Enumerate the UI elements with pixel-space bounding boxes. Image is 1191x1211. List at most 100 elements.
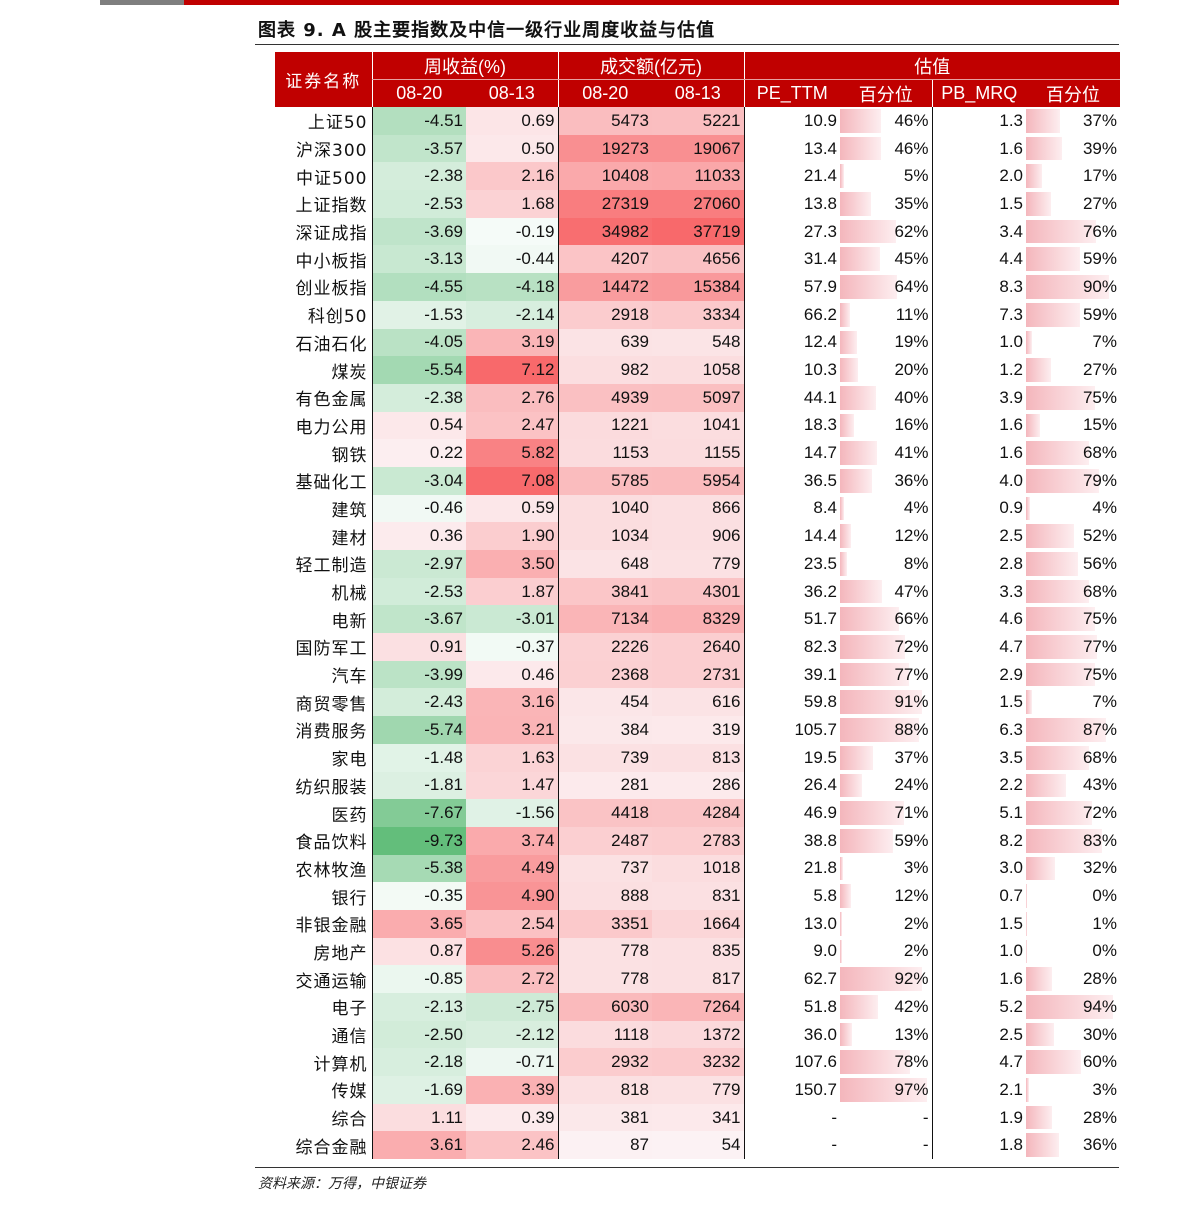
pe-ttm-value: 23.5 <box>743 550 840 578</box>
percentile-bar <box>840 773 862 798</box>
percentile-bar <box>1026 524 1074 548</box>
percentile-bar <box>840 468 873 493</box>
header-return-0820: 08-20 <box>371 79 466 107</box>
percentile-value: 36% <box>1082 1135 1117 1155</box>
percentile-bar <box>840 330 858 355</box>
percentile-bar <box>1026 164 1042 189</box>
pb-percentile: 28% <box>1026 965 1120 993</box>
pb-percentile: 87% <box>1026 716 1120 744</box>
row-name: 上证50 <box>307 113 368 134</box>
pb-percentile: 7% <box>1026 329 1120 357</box>
percentile-value: 15% <box>1082 415 1117 435</box>
header-name: 证券名称 <box>275 52 372 107</box>
table-row: 电力公用 0.54 2.47 1221 1041 18.3 16% 1.6 15% <box>275 411 1120 440</box>
pe-ttm-value: 46.9 <box>743 799 840 827</box>
return-0820: -0.85 <box>371 965 466 993</box>
row-name: 上证指数 <box>295 196 368 217</box>
percentile-value: 46% <box>894 110 929 130</box>
row-name: 食品饮料 <box>295 833 368 854</box>
percentile-value: 75% <box>1082 387 1117 407</box>
pb-percentile: 56% <box>1026 550 1120 578</box>
pe-ttm-value: 9.0 <box>743 937 840 966</box>
turnover-0820: 4207 <box>557 245 652 274</box>
pb-percentile: 68% <box>1026 439 1120 467</box>
percentile-value: 59% <box>1082 304 1117 324</box>
percentile-bar <box>840 358 858 382</box>
pb-mrq-value: 1.6 <box>931 439 1026 467</box>
turnover-0813: 8329 <box>652 605 744 634</box>
pe-ttm-value: 26.4 <box>743 771 840 800</box>
turnover-0820: 2487 <box>557 826 652 855</box>
header-weekly-return: 周收益(%) <box>371 52 558 80</box>
percentile-value: 75% <box>1082 664 1117 684</box>
percentile-value: 0% <box>1092 941 1117 961</box>
return-0813: -0.37 <box>466 633 558 661</box>
percentile-value: 13% <box>894 1024 929 1044</box>
table-row: 上证指数 -2.53 1.68 27319 27060 13.8 35% 1.5 27% <box>275 190 1120 218</box>
table-row: 石油石化 -4.05 3.19 639 548 12.4 19% 1.0 7% <box>275 328 1120 357</box>
percentile-value: 52% <box>1082 526 1117 546</box>
row-name: 综合 <box>331 1110 368 1131</box>
percentile-value: 43% <box>1082 775 1117 795</box>
pb-mrq-value: 1.0 <box>931 937 1026 966</box>
pb-percentile: 75% <box>1026 384 1120 412</box>
percentile-bar <box>840 607 900 632</box>
return-0813: -2.14 <box>466 300 558 329</box>
percentile-bar <box>1026 884 1027 908</box>
pb-percentile: 75% <box>1026 605 1120 633</box>
percentile-bar <box>840 1078 927 1102</box>
source-note: 资料来源：万得，中银证券 <box>258 1176 426 1192</box>
percentile-bar <box>1026 496 1030 521</box>
percentile-bar <box>1026 552 1078 576</box>
pe-ttm-value: 105.7 <box>743 716 840 744</box>
return-0820: 3.61 <box>371 1131 466 1160</box>
table-row: 房地产 0.87 5.26 778 835 9.0 2% 1.0 0% <box>275 937 1120 966</box>
percentile-value: 1% <box>1092 913 1117 933</box>
pe-ttm-value: 39.1 <box>743 660 840 689</box>
header-bar-red <box>184 0 1119 5</box>
pb-mrq-value: 8.3 <box>931 273 1026 301</box>
return-0813: 3.19 <box>466 328 558 357</box>
pe-percentile: 47% <box>840 578 932 606</box>
pe-ttm-value: 62.7 <box>743 965 840 993</box>
turnover-0820: 2932 <box>557 1048 652 1077</box>
return-0820: -1.48 <box>371 743 466 772</box>
turnover-0813: 1041 <box>652 411 744 440</box>
row-name: 纺织服装 <box>295 777 368 798</box>
row-name: 计算机 <box>313 1054 368 1075</box>
table-row: 国防军工 0.91 -0.37 2226 2640 82.3 72% 4.7 77% <box>275 633 1120 661</box>
pb-percentile: 30% <box>1026 1021 1120 1049</box>
return-0820: -3.04 <box>371 466 466 495</box>
percentile-bar <box>840 718 919 742</box>
row-name: 综合金融 <box>295 1137 368 1158</box>
pb-percentile: 75% <box>1026 661 1120 689</box>
pe-percentile: 91% <box>840 688 932 716</box>
percentile-value: 91% <box>894 692 929 712</box>
table-row: 医药 -7.67 -1.56 4418 4284 46.9 71% 5.1 72% <box>275 799 1120 827</box>
pe-percentile: 12% <box>840 882 932 910</box>
turnover-0813: 4656 <box>652 245 744 274</box>
percentile-bar <box>1026 1078 1029 1102</box>
pe-ttm-value: 36.0 <box>743 1020 840 1049</box>
table-row: 建筑 -0.46 0.59 1040 866 8.4 4% 0.9 4% <box>275 494 1120 523</box>
table-row: 建材 0.36 1.90 1034 906 14.4 12% 2.5 52% <box>275 522 1120 550</box>
pe-percentile: 19% <box>840 329 932 357</box>
percentile-value: 92% <box>894 969 929 989</box>
return-0820: -2.53 <box>371 190 466 218</box>
turnover-0813: 4301 <box>652 577 744 606</box>
percentile-value: 68% <box>1082 443 1117 463</box>
turnover-0820: 10408 <box>557 162 652 191</box>
pb-mrq-value: 6.3 <box>931 716 1026 744</box>
row-name: 深证成指 <box>295 224 368 245</box>
pe-ttm-value: 31.4 <box>743 245 840 274</box>
pb-mrq-value: 2.8 <box>931 550 1026 578</box>
return-0820: -3.13 <box>371 245 466 274</box>
table-row: 汽车 -3.99 0.46 2368 2731 39.1 77% 2.9 75% <box>275 660 1120 689</box>
table-row: 非银金融 3.65 2.54 3351 1664 13.0 2% 1.5 1% <box>275 909 1120 938</box>
percentile-bar <box>1026 1022 1054 1047</box>
percentile-value: 36% <box>894 470 929 490</box>
percentile-bar <box>840 441 877 465</box>
pb-percentile: 94% <box>1026 993 1120 1021</box>
percentile-bar <box>1026 1133 1060 1158</box>
percentile-bar <box>1026 911 1027 936</box>
